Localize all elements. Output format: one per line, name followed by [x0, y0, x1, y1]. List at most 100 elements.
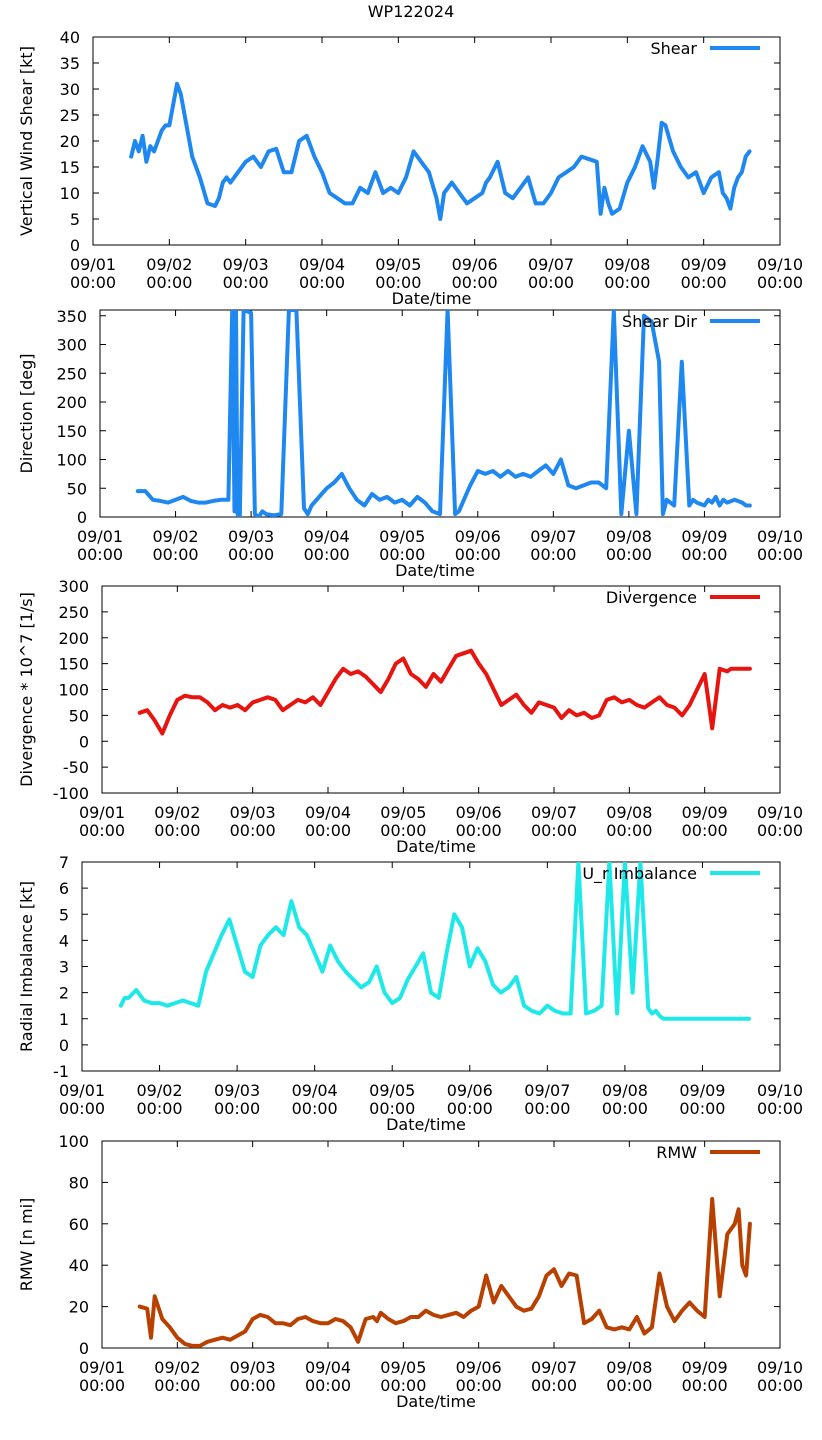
x-tick-label: 00:00	[230, 821, 276, 840]
x-tick-label: 09/05	[380, 1358, 426, 1377]
panel-3: -100-5005010015020025030009/0100:0009/02…	[17, 577, 803, 856]
x-tick-label: 00:00	[380, 821, 426, 840]
x-tick-label: 09/04	[304, 527, 350, 546]
y-tick-label: 2	[59, 984, 69, 1003]
x-axis-label: Date/time	[396, 1392, 476, 1411]
y-tick-label: 300	[56, 336, 87, 355]
x-axis-label: Date/time	[396, 837, 476, 856]
x-tick-label: 00:00	[528, 273, 574, 292]
x-tick-label: 09/07	[530, 527, 576, 546]
x-tick-label: 09/04	[292, 1081, 338, 1100]
x-axis-label: Date/time	[395, 561, 475, 580]
x-tick-label: 09/05	[380, 803, 426, 822]
y-axis-label: Radial Imbalance [kt]	[17, 881, 36, 1052]
y-tick-label: 50	[69, 706, 89, 725]
y-tick-label: 100	[58, 1132, 89, 1151]
x-tick-label: 00:00	[447, 1099, 493, 1118]
y-tick-label: 50	[67, 479, 87, 498]
x-tick-label: 09/04	[305, 1358, 351, 1377]
x-tick-label: 09/03	[214, 1081, 260, 1100]
plot-frame	[81, 861, 781, 1072]
y-tick-label: 300	[58, 577, 89, 596]
y-tick-label: 35	[60, 54, 80, 73]
x-tick-label: 09/10	[757, 255, 803, 274]
x-tick-label: 09/10	[757, 1081, 803, 1100]
panel-2: 05010015020025030035009/0100:0009/0200:0…	[17, 307, 803, 580]
x-tick-label: 00:00	[757, 545, 803, 564]
x-tick-label: 09/01	[77, 527, 123, 546]
y-tick-label: 0	[79, 1339, 89, 1358]
x-tick-label: 00:00	[602, 1099, 648, 1118]
x-tick-label: 00:00	[456, 821, 502, 840]
plot-frame	[101, 585, 781, 794]
y-axis-label: Direction [deg]	[17, 353, 36, 473]
x-tick-label: 09/05	[375, 255, 421, 274]
x-tick-label: 00:00	[531, 821, 577, 840]
x-tick-label: 00:00	[379, 545, 425, 564]
x-tick-label: 09/01	[59, 1081, 105, 1100]
x-tick-label: 09/02	[154, 1358, 200, 1377]
x-tick-label: 09/04	[299, 255, 345, 274]
y-tick-label: 150	[58, 655, 89, 674]
y-tick-label: 25	[60, 106, 80, 125]
x-tick-label: 09/06	[447, 1081, 493, 1100]
x-tick-label: 09/03	[230, 803, 276, 822]
x-tick-label: 00:00	[77, 545, 123, 564]
x-tick-label: 00:00	[223, 273, 269, 292]
x-tick-label: 09/08	[606, 527, 652, 546]
x-tick-label: 00:00	[369, 1099, 415, 1118]
x-tick-label: 00:00	[681, 273, 727, 292]
y-tick-label: 60	[69, 1215, 89, 1234]
y-tick-label: 100	[58, 681, 89, 700]
x-tick-label: 09/09	[682, 803, 728, 822]
panel-4: -10123456709/0100:0009/0200:0009/0300:00…	[17, 853, 803, 1134]
x-tick-label: 09/06	[452, 255, 498, 274]
x-tick-label: 09/10	[757, 803, 803, 822]
x-tick-label: 00:00	[299, 273, 345, 292]
x-tick-label: 09/02	[137, 1081, 183, 1100]
y-tick-label: 200	[58, 629, 89, 648]
y-tick-label: 40	[69, 1256, 89, 1275]
x-tick-label: 09/09	[681, 255, 727, 274]
y-tick-label: -50	[63, 758, 89, 777]
x-tick-label: 00:00	[531, 1376, 577, 1395]
y-tick-label: 0	[77, 508, 87, 527]
x-tick-label: 00:00	[380, 1376, 426, 1395]
y-tick-label: 150	[56, 422, 87, 441]
x-tick-label: 00:00	[79, 821, 125, 840]
x-tick-label: 00:00	[524, 1099, 570, 1118]
y-tick-label: 250	[56, 364, 87, 383]
x-tick-label: 00:00	[455, 545, 501, 564]
x-tick-label: 09/06	[456, 1358, 502, 1377]
y-tick-label: 10	[60, 184, 80, 203]
x-tick-label: 00:00	[70, 273, 116, 292]
y-tick-label: 1	[59, 1010, 69, 1029]
legend-label: Divergence	[606, 588, 697, 607]
x-axis-label: Date/time	[392, 289, 472, 308]
y-axis-label: RMW [n mi]	[17, 1198, 36, 1292]
x-tick-label: 09/04	[305, 803, 351, 822]
y-tick-label: 200	[56, 393, 87, 412]
x-tick-label: 00:00	[375, 273, 421, 292]
x-tick-label: 09/01	[70, 255, 116, 274]
y-tick-label: -1	[53, 1062, 69, 1081]
x-tick-label: 00:00	[452, 273, 498, 292]
legend-label: U_r Imbalance	[582, 864, 697, 884]
x-axis-label: Date/time	[386, 1115, 466, 1134]
x-tick-label: 09/09	[681, 527, 727, 546]
x-tick-label: 09/01	[79, 1358, 125, 1377]
x-tick-label: 00:00	[292, 1099, 338, 1118]
y-axis-label: Vertical Wind Shear [kt]	[17, 46, 36, 236]
x-tick-label: 00:00	[757, 821, 803, 840]
y-tick-label: 0	[79, 732, 89, 751]
y-tick-label: -100	[53, 784, 89, 803]
y-tick-label: 4	[59, 931, 69, 950]
x-tick-label: 09/07	[528, 255, 574, 274]
x-tick-label: 00:00	[79, 1376, 125, 1395]
y-tick-label: 250	[58, 603, 89, 622]
x-tick-label: 09/08	[604, 255, 650, 274]
legend-label: Shear	[650, 39, 697, 58]
x-tick-label: 09/09	[682, 1358, 728, 1377]
x-tick-label: 00:00	[606, 545, 652, 564]
x-tick-label: 09/05	[379, 527, 425, 546]
